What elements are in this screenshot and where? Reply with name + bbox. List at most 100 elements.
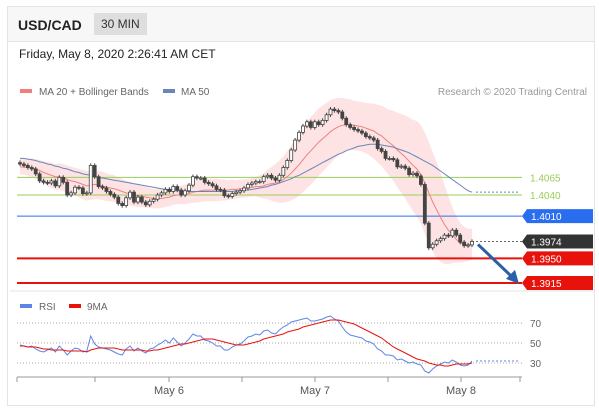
chart-datetime: Friday, May 8, 2020 2:26:41 AM CET bbox=[19, 47, 216, 61]
candle-body bbox=[289, 149, 294, 161]
candle bbox=[470, 239, 474, 248]
candle-body bbox=[403, 165, 408, 169]
candle-body bbox=[265, 174, 270, 178]
level-label-1.3915: 1.3915 bbox=[531, 279, 562, 290]
candle-body bbox=[84, 192, 89, 195]
candle bbox=[450, 228, 455, 238]
candle bbox=[179, 187, 184, 198]
candle bbox=[375, 138, 380, 151]
rsi-tick-70: 70 bbox=[530, 319, 542, 330]
candle-body bbox=[33, 168, 38, 175]
candle bbox=[163, 187, 168, 195]
candle bbox=[124, 195, 129, 208]
candle bbox=[88, 163, 93, 195]
candle-body bbox=[53, 180, 58, 187]
candle bbox=[33, 166, 38, 176]
candle bbox=[151, 197, 156, 204]
candle-body bbox=[434, 240, 439, 245]
candle-body bbox=[242, 187, 246, 192]
candle-body bbox=[194, 176, 199, 179]
candle-body bbox=[360, 130, 364, 134]
forecast-arrow-shaft bbox=[476, 243, 514, 278]
rsi-grid: 70 50 30 bbox=[17, 319, 542, 370]
candle bbox=[340, 109, 345, 121]
candle bbox=[128, 190, 132, 200]
candle bbox=[37, 171, 42, 184]
candle-body bbox=[246, 184, 250, 189]
rsi-tick-30: 30 bbox=[530, 359, 542, 370]
candle-body bbox=[77, 186, 81, 189]
candle-body bbox=[411, 172, 415, 175]
candle bbox=[77, 185, 81, 191]
candle bbox=[344, 116, 349, 127]
candle bbox=[415, 171, 419, 179]
rsi-lines bbox=[19, 315, 518, 374]
candle bbox=[132, 190, 136, 205]
candle bbox=[61, 175, 66, 185]
candle-body bbox=[336, 110, 341, 113]
candle-body bbox=[226, 195, 231, 198]
candle-body bbox=[139, 196, 144, 203]
candle-body bbox=[45, 181, 50, 184]
candle-body bbox=[316, 121, 321, 126]
candle-body bbox=[175, 186, 180, 191]
candle-body bbox=[159, 192, 164, 196]
candle bbox=[171, 184, 176, 194]
candle bbox=[230, 191, 235, 199]
candle bbox=[316, 119, 321, 127]
candle-body bbox=[395, 159, 400, 168]
x-tick-label-2: May 8 bbox=[446, 385, 476, 397]
candle-body bbox=[422, 184, 427, 224]
candle bbox=[139, 195, 144, 205]
candle bbox=[80, 185, 85, 196]
candle bbox=[45, 180, 50, 186]
candle-body bbox=[187, 184, 191, 192]
candle bbox=[324, 112, 329, 123]
candle bbox=[434, 238, 439, 247]
candle-body bbox=[80, 187, 85, 194]
x-tick-label-1: May 7 bbox=[300, 385, 330, 397]
candle bbox=[175, 184, 180, 193]
candle-body bbox=[214, 185, 219, 190]
candle-body bbox=[143, 201, 148, 206]
candle bbox=[29, 165, 34, 172]
candle bbox=[136, 195, 140, 205]
candle-body bbox=[466, 244, 470, 247]
candle-body bbox=[230, 193, 235, 197]
candle bbox=[238, 188, 243, 195]
candle bbox=[84, 190, 89, 196]
candle bbox=[108, 189, 113, 197]
candle-body bbox=[383, 150, 388, 159]
credit-text: Research © 2020 Trading Central bbox=[438, 87, 587, 98]
candle-body bbox=[285, 160, 290, 168]
candle bbox=[18, 160, 22, 167]
candle bbox=[218, 187, 223, 193]
candle bbox=[305, 119, 309, 129]
candle-body bbox=[277, 174, 282, 181]
symbol-title: USD/CAD bbox=[18, 17, 82, 33]
bollinger-bands bbox=[20, 97, 472, 265]
candle-body bbox=[147, 200, 152, 206]
candle bbox=[403, 164, 408, 171]
candle-body bbox=[399, 165, 404, 168]
candle-body bbox=[92, 165, 97, 178]
candle bbox=[336, 108, 341, 115]
candle-body bbox=[120, 203, 125, 206]
candle-body bbox=[356, 129, 360, 132]
candle-body bbox=[340, 111, 345, 119]
candle-body bbox=[363, 132, 368, 137]
candle-body bbox=[179, 189, 184, 196]
candle-body bbox=[375, 139, 380, 149]
candle-body bbox=[454, 229, 459, 236]
x-axis: May 6 May 7 May 8 bbox=[16, 377, 521, 397]
candle bbox=[269, 173, 274, 181]
candle bbox=[253, 179, 258, 186]
candle-body bbox=[450, 229, 455, 237]
candle-body bbox=[344, 117, 349, 126]
ma20-legend-swatch bbox=[20, 89, 32, 93]
candle-body bbox=[49, 180, 54, 184]
timeframe-badge[interactable]: 30 MIN bbox=[94, 13, 147, 35]
candle-body bbox=[163, 188, 168, 194]
ma20-legend-label: MA 20 + Bollinger Bands bbox=[39, 87, 149, 98]
